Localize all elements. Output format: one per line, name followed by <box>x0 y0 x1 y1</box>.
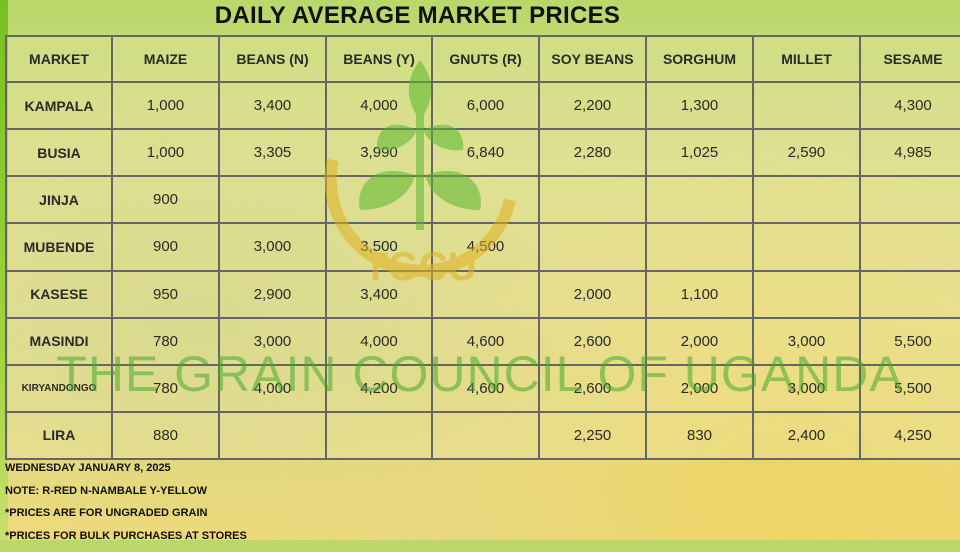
notes-block: WEDNESDAY JANUARY 8, 2025 NOTE: R-RED N-… <box>5 462 247 552</box>
price-cell <box>432 412 539 459</box>
price-cell: 780 <box>112 365 219 412</box>
price-cell <box>646 223 753 270</box>
price-cell: 5,500 <box>860 318 960 365</box>
price-cell: 950 <box>112 271 219 318</box>
price-cell: 2,280 <box>539 129 646 176</box>
grade-note: *PRICES ARE FOR UNGRADED GRAIN <box>5 507 247 530</box>
price-cell: 6,840 <box>432 129 539 176</box>
price-cell: 1,100 <box>646 271 753 318</box>
price-cell: 3,500 <box>326 223 432 270</box>
column-header: SORGHUM <box>646 36 753 82</box>
price-cell <box>219 176 326 223</box>
column-header: MARKET <box>6 36 112 82</box>
price-cell <box>860 176 960 223</box>
price-cell: 3,400 <box>326 271 432 318</box>
price-cell <box>539 223 646 270</box>
market-name-cell: MASINDI <box>6 318 112 365</box>
price-cell <box>432 271 539 318</box>
date-label: WEDNESDAY JANUARY 8, 2025 <box>5 462 247 485</box>
price-cell <box>326 412 432 459</box>
page-title: DAILY AVERAGE MARKET PRICES <box>0 2 835 30</box>
price-cell <box>753 176 860 223</box>
price-cell: 2,400 <box>753 412 860 459</box>
price-cell: 2,600 <box>539 365 646 412</box>
price-cell: 900 <box>112 176 219 223</box>
price-cell: 6,000 <box>432 82 539 129</box>
price-cell: 4,600 <box>432 365 539 412</box>
price-cell <box>432 176 539 223</box>
price-cell: 900 <box>112 223 219 270</box>
market-name-cell: LIRA <box>6 412 112 459</box>
price-cell: 2,200 <box>539 82 646 129</box>
price-cell: 1,000 <box>112 82 219 129</box>
price-cell: 4,600 <box>432 318 539 365</box>
price-cell: 2,000 <box>539 271 646 318</box>
market-name-cell: KIRYANDONGO <box>6 365 112 412</box>
table-header-row: MARKET MAIZE BEANS (N) BEANS (Y) GNUTS (… <box>6 36 960 82</box>
price-cell: 4,985 <box>860 129 960 176</box>
price-cell: 880 <box>112 412 219 459</box>
bulk-note: *PRICES FOR BULK PURCHASES AT STORES <box>5 530 247 552</box>
price-cell <box>646 176 753 223</box>
price-cell: 4,300 <box>860 82 960 129</box>
column-header: MILLET <box>753 36 860 82</box>
price-cell: 3,000 <box>753 318 860 365</box>
price-cell <box>753 271 860 318</box>
price-cell: 5,500 <box>860 365 960 412</box>
price-cell: 2,250 <box>539 412 646 459</box>
price-cell: 2,000 <box>646 365 753 412</box>
market-name-cell: KASESE <box>6 271 112 318</box>
price-cell: 1,300 <box>646 82 753 129</box>
price-cell <box>326 176 432 223</box>
column-header: GNUTS (R) <box>432 36 539 82</box>
price-cell: 3,305 <box>219 129 326 176</box>
price-cell: 4,000 <box>326 318 432 365</box>
price-cell: 4,250 <box>860 412 960 459</box>
price-cell: 3,000 <box>753 365 860 412</box>
price-cell: 3,990 <box>326 129 432 176</box>
price-cell <box>753 82 860 129</box>
column-header: MAIZE <box>112 36 219 82</box>
price-cell <box>539 176 646 223</box>
price-cell: 2,590 <box>753 129 860 176</box>
price-cell: 4,000 <box>326 82 432 129</box>
price-table: MARKET MAIZE BEANS (N) BEANS (Y) GNUTS (… <box>5 35 960 460</box>
price-cell: 830 <box>646 412 753 459</box>
price-cell <box>860 223 960 270</box>
price-cell: 4,500 <box>432 223 539 270</box>
column-header: SESAME <box>860 36 960 82</box>
price-cell: 1,025 <box>646 129 753 176</box>
price-cell: 1,000 <box>112 129 219 176</box>
market-name-cell: KAMPALA <box>6 82 112 129</box>
price-cell <box>860 271 960 318</box>
market-name-cell: JINJA <box>6 176 112 223</box>
market-name-cell: MUBENDE <box>6 223 112 270</box>
price-cell: 3,000 <box>219 223 326 270</box>
price-cell: 2,900 <box>219 271 326 318</box>
price-cell: 3,000 <box>219 318 326 365</box>
market-name-cell: BUSIA <box>6 129 112 176</box>
price-cell: 3,400 <box>219 82 326 129</box>
price-cell: 4,000 <box>219 365 326 412</box>
legend-note: NOTE: R-RED N-NAMBALE Y-YELLOW <box>5 485 247 508</box>
price-cell: 780 <box>112 318 219 365</box>
price-cell: 2,600 <box>539 318 646 365</box>
price-cell <box>753 223 860 270</box>
price-cell: 4,200 <box>326 365 432 412</box>
column-header: SOY BEANS <box>539 36 646 82</box>
price-cell: 2,000 <box>646 318 753 365</box>
column-header: BEANS (N) <box>219 36 326 82</box>
price-cell <box>219 412 326 459</box>
column-header: BEANS (Y) <box>326 36 432 82</box>
